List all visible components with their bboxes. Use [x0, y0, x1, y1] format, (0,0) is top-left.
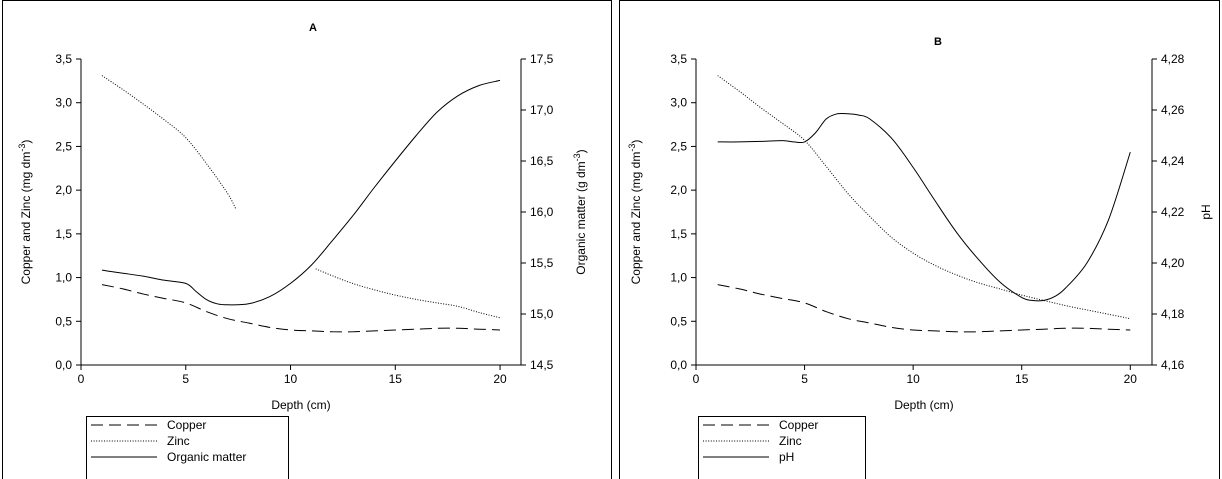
legend-item: Zinc: [699, 433, 865, 449]
panel-b: B 0 5 10 15 20 0,0 0,5 1,0 1,5 2,0 2,5 3,0 3,5 4,16 4,1…: [619, 0, 1220, 479]
x-tick-label: 20: [493, 372, 507, 386]
y-right-tick-label: 4,24: [1161, 154, 1185, 168]
panel-a: A 0 5 10 15 20 0,0 0,5 1,0 1,5 2,0 2,5 3,0 3,5 14,5 15,…: [2, 0, 612, 479]
series-zinc: [718, 76, 1131, 319]
y-right-tick-label: 4,22: [1161, 205, 1185, 219]
y-right-tick-label: 16,5: [530, 154, 554, 168]
y-left-tick-label: 1,0: [670, 271, 687, 285]
y-right-axis-title: Organic matter (g dm-3): [572, 149, 588, 274]
y-left-tick-label: 2,5: [55, 139, 72, 153]
y-right-axis-title: pH: [1199, 204, 1213, 219]
y-left-tick-label: 0,5: [55, 314, 72, 328]
y-left-tick-label: 3,0: [670, 96, 687, 110]
y-right-tick-label: 4,28: [1161, 52, 1185, 66]
x-tick-label: 15: [389, 372, 403, 386]
chart-a: A 0 5 10 15 20 0,0 0,5 1,0 1,5 2,0 2,5 3,0 3,5 14,5 15,…: [3, 1, 612, 479]
y-left-tick-label: 1,5: [670, 227, 687, 241]
y-left-axis-title: Copper and Zinc (mg dm-3): [627, 140, 643, 285]
y-right-tick-label: 17,0: [530, 103, 554, 117]
series-copper: [102, 285, 500, 332]
y-left-tick-label: 3,5: [55, 52, 72, 66]
y-right-tick-label: 4,18: [1161, 307, 1185, 321]
y-left-tick-label: 2,5: [670, 139, 687, 153]
legend-swatch: [91, 449, 157, 465]
legend-item: Zinc: [87, 433, 288, 449]
legend-swatch: [703, 449, 769, 465]
y-left-tick-label: 0,5: [670, 314, 687, 328]
series-copper: [718, 285, 1131, 332]
legend-item: Copper: [87, 417, 288, 433]
legend-b: Copper Zinc pH: [698, 416, 866, 479]
legend-label: Zinc: [167, 433, 190, 449]
y-left-tick-label: 1,5: [55, 227, 72, 241]
legend-label: Copper: [167, 417, 206, 433]
series-organic-matter: [102, 80, 500, 304]
legend-swatch: [91, 433, 157, 449]
chart-b: B 0 5 10 15 20 0,0 0,5 1,0 1,5 2,0 2,5 3,0 3,5 4,16 4,1…: [620, 1, 1220, 479]
y-right-tick-label: 4,26: [1161, 103, 1185, 117]
x-tick-label: 5: [182, 372, 189, 386]
series-line: [102, 76, 236, 210]
x-axis-title: Depth (cm): [271, 398, 330, 412]
y-right-tick-label: 4,16: [1161, 358, 1185, 372]
legend-swatch: [703, 417, 769, 433]
y-left-tick-label: 2,0: [670, 183, 687, 197]
y-left-axis-title: Copper and Zinc (mg dm-3): [17, 140, 33, 285]
x-tick-label: 0: [78, 372, 85, 386]
x-axis-title: Depth (cm): [894, 398, 953, 412]
x-tick-label: 10: [284, 372, 298, 386]
legend-item: Copper: [699, 417, 865, 433]
panel-label: A: [309, 22, 317, 34]
y-left-tick-label: 2,0: [55, 183, 72, 197]
legend-label: Zinc: [779, 433, 802, 449]
x-tick-label: 5: [801, 372, 808, 386]
y-right-tick-label: 16,0: [530, 205, 554, 219]
y-left-tick-label: 3,5: [670, 52, 687, 66]
series-line: [718, 76, 1131, 319]
panel-label: B: [934, 36, 942, 48]
series-line: [102, 80, 500, 304]
y-left-tick-label: 0,0: [55, 358, 72, 372]
legend-item: Organic matter: [87, 449, 288, 465]
x-tick-label: 20: [1124, 372, 1138, 386]
y-right-tick-label: 15,5: [530, 256, 554, 270]
y-right-tick-label: 17,5: [530, 52, 554, 66]
y-left-tick-label: 0,0: [670, 358, 687, 372]
legend-a: Copper Zinc Organic matter: [86, 416, 289, 479]
legend-item: pH: [699, 449, 865, 465]
y-right-tick-label: 15,0: [530, 307, 554, 321]
series-line: [316, 269, 500, 318]
legend-label: pH: [779, 449, 794, 465]
series-zinc: [102, 76, 500, 318]
legend-swatch: [91, 417, 157, 433]
series-line: [102, 285, 500, 332]
x-tick-label: 0: [693, 372, 700, 386]
y-left-tick-label: 1,0: [55, 271, 72, 285]
legend-label: Copper: [779, 417, 818, 433]
x-tick-label: 15: [1015, 372, 1029, 386]
y-right-tick-label: 4,20: [1161, 256, 1185, 270]
legend-label: Organic matter: [167, 449, 246, 465]
x-tick-label: 10: [906, 372, 920, 386]
legend-swatch: [703, 433, 769, 449]
series-line: [718, 113, 1131, 301]
y-right-tick-label: 14,5: [530, 358, 554, 372]
series-ph: [718, 113, 1131, 301]
y-left-tick-label: 3,0: [55, 96, 72, 110]
series-line: [718, 285, 1131, 332]
